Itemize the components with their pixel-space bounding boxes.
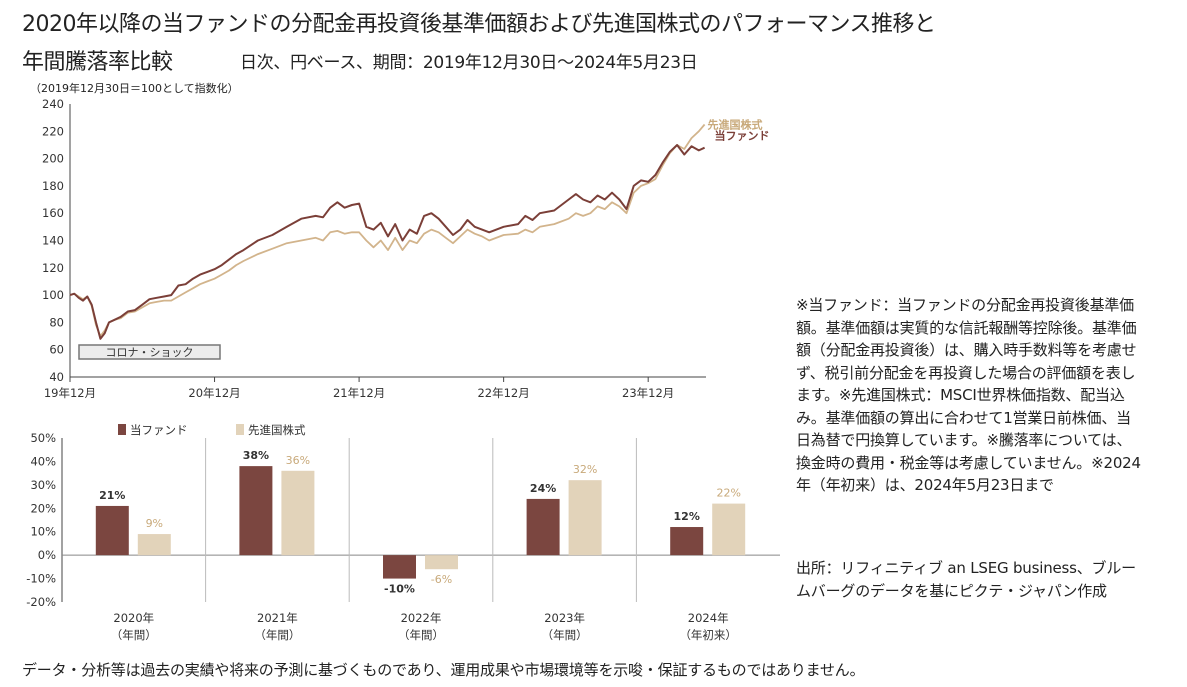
category-period-label: （年初来） (679, 628, 737, 642)
bar-y-tick-label: 50% (30, 431, 56, 445)
category-year-label: 2020年 (113, 611, 154, 625)
bar-fund (526, 498, 560, 556)
x-tick-label: 20年12月 (188, 386, 240, 400)
bar-chart: 50% 40% 30% 20% 10% 0% -10% -20% 21% 9% 2020年 （年間） 3… (26, 423, 780, 642)
end-label-fund: 当ファンド (715, 129, 770, 143)
y-tick-label: 80 (49, 315, 64, 329)
x-tick-label: 19年12月 (44, 386, 96, 400)
bar-value-label: 24% (530, 482, 556, 495)
legend-swatch (118, 424, 126, 435)
x-tick-label: 22年12月 (477, 386, 529, 400)
end-label-developed: 先進国株式 (708, 117, 763, 131)
y-tick-label: 180 (42, 179, 64, 193)
y-tick-label: 140 (42, 234, 64, 248)
y-tick-label: 160 (42, 206, 64, 220)
bar-y-tick-label: -10% (26, 572, 56, 586)
bar-y-tick-label: 0% (38, 548, 56, 562)
category-period-label: （年間） (111, 628, 157, 642)
bar-value-label: 9% (146, 517, 163, 530)
bar-value-label: -10% (384, 583, 415, 596)
category-year-label: 2023年 (544, 611, 585, 625)
y-tick-label: 120 (42, 261, 64, 275)
index-note: （2019年12月30日＝100として指数化） (30, 82, 239, 95)
source-text: 出所：リフィニティブ an LSEG business、ブルームバーグのデータを… (796, 559, 1136, 600)
chart-title-line2: 年間騰落率比較 (22, 50, 173, 75)
series-line-fund (69, 144, 706, 340)
x-tick-label: 23年12月 (622, 386, 674, 400)
x-tick-label: 21年12月 (333, 386, 385, 400)
y-tick-label: 40 (49, 370, 64, 384)
category-period-label: （年間） (398, 628, 444, 642)
y-tick-label: 60 (49, 343, 64, 357)
bar-developed (712, 503, 746, 556)
bar-value-label: 32% (573, 463, 597, 476)
bar-value-label: 38% (243, 449, 269, 462)
y-tick-label: 220 (42, 124, 64, 138)
bar-developed (425, 555, 458, 570)
legend-label: 当ファンド (130, 423, 188, 437)
bar-y-tick-label: 30% (30, 478, 56, 492)
bar-fund (670, 527, 704, 556)
annotation-label: コロナ・ショック (106, 346, 194, 359)
bar-fund (95, 505, 129, 556)
line-chart: 240 220 200 180 160 140 120 100 80 60 40 19年12月 20年1… (42, 97, 770, 400)
y-tick-label: 240 (42, 97, 64, 111)
category-period-label: （年間） (542, 628, 588, 642)
series-line-developed (69, 123, 706, 337)
y-tick-label: 100 (42, 288, 64, 302)
bar-y-tick-label: -20% (26, 595, 56, 609)
notes-text: ※当ファンド：当ファンドの分配金再投資後基準価額。基準価額は実質的な信託報酬等控… (796, 296, 1141, 494)
bar-value-label: 12% (674, 510, 700, 523)
annotation-box (78, 344, 221, 360)
y-tick-label: 200 (42, 152, 64, 166)
bar-y-tick-label: 20% (30, 501, 56, 515)
chart-title-line1: 2020年以降の当ファンドの分配金再投資後基準価額および先進国株式のパフォーマン… (22, 12, 936, 37)
category-year-label: 2024年 (688, 611, 729, 625)
category-year-label: 2022年 (401, 611, 442, 625)
legend-label: 先進国株式 (248, 423, 306, 437)
bar-fund (239, 466, 273, 556)
bar-value-label: 21% (99, 489, 125, 502)
legend-swatch (236, 424, 244, 435)
category-period-label: （年間） (254, 628, 300, 642)
bar-fund (383, 555, 416, 579)
footer-disclaimer: データ・分析等は過去の実績や将来の予測に基づくものであり、運用成果や市場環境等を… (22, 661, 865, 679)
bar-developed (137, 534, 171, 556)
bar-y-tick-label: 40% (30, 454, 56, 468)
bar-value-label: 22% (716, 487, 740, 500)
bar-developed (568, 480, 602, 556)
chart-subtitle: 日次、円ベース、期間：2019年12月30日～2024年5月23日 (240, 53, 698, 73)
bar-value-label: -6% (431, 573, 452, 586)
category-year-label: 2021年 (257, 611, 298, 625)
bar-y-tick-label: 10% (30, 525, 56, 539)
bar-value-label: 36% (286, 454, 310, 467)
bar-developed (281, 470, 315, 556)
